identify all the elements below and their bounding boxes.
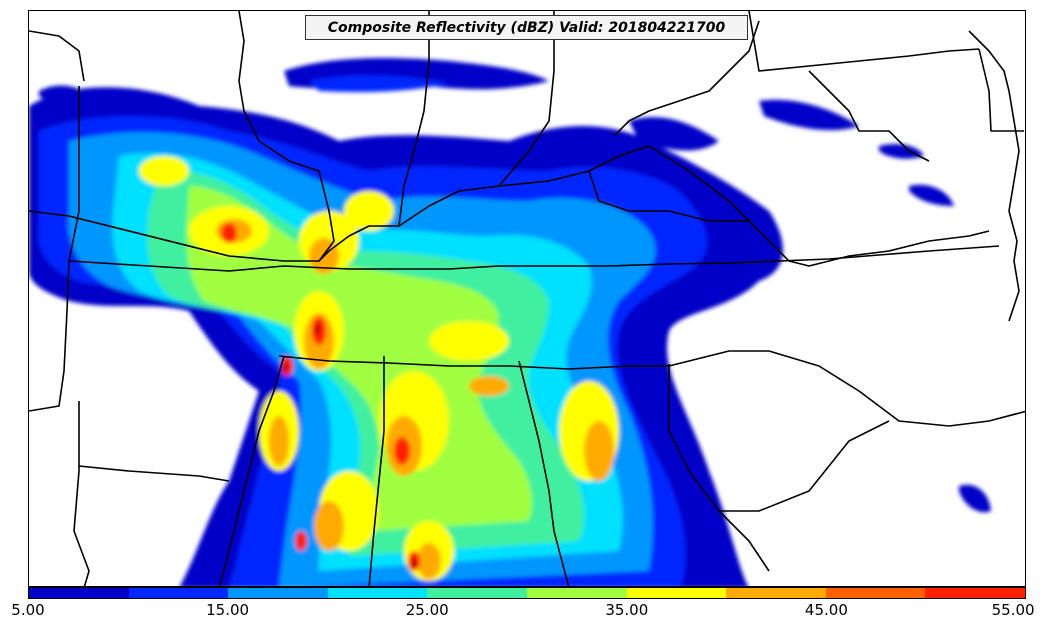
colorbar-tick-label: 15.00 xyxy=(206,601,250,619)
colorbar-segment xyxy=(526,588,627,598)
map-title: Composite Reflectivity (dBZ) Valid: 2018… xyxy=(305,15,748,40)
reflectivity-50dbz xyxy=(282,323,417,568)
colorbar-tick-label: 35.00 xyxy=(605,601,649,619)
colorbar-tick-label: 45.00 xyxy=(804,601,848,619)
colorbar-segment xyxy=(128,588,229,598)
colorbar-segment xyxy=(29,588,129,598)
colorbar-tick-label: 55.00 xyxy=(991,601,1035,619)
reflectivity-30dbz xyxy=(186,186,532,531)
reflectivity-colorbar xyxy=(28,587,1026,599)
reflectivity-45dbz xyxy=(221,223,420,571)
state-borders xyxy=(29,11,1025,586)
colorbar-tick-label: 5.00 xyxy=(11,601,45,619)
reflectivity-field xyxy=(29,58,991,586)
colorbar-segment xyxy=(327,588,428,598)
colorbar-segment xyxy=(825,588,926,598)
colorbar-segment xyxy=(228,588,328,598)
colorbar-tick-label: 25.00 xyxy=(405,601,449,619)
colorbar-segment xyxy=(925,588,1025,598)
colorbar-segment xyxy=(626,588,727,598)
radar-map xyxy=(28,10,1026,587)
colorbar-segment xyxy=(427,588,527,598)
map-canvas xyxy=(29,11,1025,586)
colorbar-segment xyxy=(726,588,826,598)
